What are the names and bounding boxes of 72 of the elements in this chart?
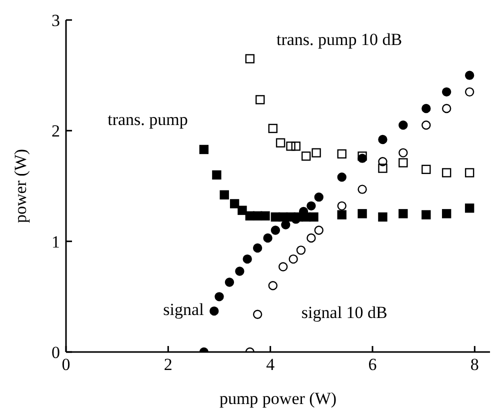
point: [358, 209, 367, 218]
point: [306, 201, 316, 211]
point: [224, 278, 234, 287]
point: [291, 142, 300, 151]
point: [464, 204, 474, 213]
point: [398, 158, 408, 168]
point: [210, 306, 219, 316]
annotation: signal: [163, 300, 204, 320]
point: [378, 212, 388, 222]
y-tick-label: 2: [52, 122, 60, 141]
point: [378, 164, 388, 173]
point: [358, 184, 367, 194]
x-axis-title: pump power (W): [219, 389, 337, 408]
point: [378, 157, 388, 166]
point: [263, 233, 272, 243]
point: [260, 211, 270, 220]
point: [442, 168, 452, 178]
y-tick-label: 1: [52, 232, 60, 252]
point: [199, 144, 209, 154]
point: [220, 190, 229, 200]
point: [278, 262, 288, 272]
point: [242, 254, 252, 264]
point: [252, 310, 262, 319]
point: [337, 149, 346, 159]
point: [288, 254, 298, 264]
point: [286, 142, 296, 151]
point: [314, 226, 324, 235]
point: [301, 152, 311, 161]
annotation: trans. pump: [108, 110, 188, 130]
point: [245, 54, 255, 64]
point: [422, 104, 431, 114]
point: [276, 138, 286, 148]
point: [212, 170, 222, 180]
point: [268, 124, 278, 134]
point: [464, 87, 474, 97]
x-tick-label: 2: [164, 355, 172, 374]
point: [442, 209, 452, 218]
point: [422, 120, 431, 130]
point: [398, 148, 408, 158]
x-tick-label: 4: [266, 355, 276, 374]
point: [422, 210, 431, 220]
point: [442, 104, 452, 114]
point: [398, 120, 408, 130]
point: [309, 212, 318, 222]
point: [238, 206, 247, 215]
annotation: trans. pump 10 dB: [276, 30, 402, 50]
point: [337, 210, 346, 220]
point: [464, 70, 474, 80]
y-axis-title: power (W): [11, 148, 30, 224]
point: [214, 292, 224, 302]
point: [306, 233, 316, 243]
point: [464, 168, 474, 178]
point: [398, 209, 408, 218]
point: [256, 95, 265, 104]
point: [337, 172, 346, 182]
point: [230, 199, 240, 208]
point: [378, 134, 388, 144]
point: [268, 281, 278, 290]
point: [337, 201, 346, 211]
point: [422, 164, 431, 174]
point: [296, 246, 306, 255]
y-tick-label: 0: [52, 343, 60, 362]
point: [312, 148, 321, 158]
annotation: signal 10 dB: [301, 303, 388, 324]
point: [252, 243, 262, 253]
x-tick-label: 8: [470, 355, 479, 374]
point: [442, 87, 452, 97]
y-tick-label: 3: [52, 11, 60, 30]
point: [270, 226, 280, 235]
point: [235, 266, 244, 276]
x-tick-label: 6: [368, 355, 377, 374]
point: [314, 192, 324, 202]
